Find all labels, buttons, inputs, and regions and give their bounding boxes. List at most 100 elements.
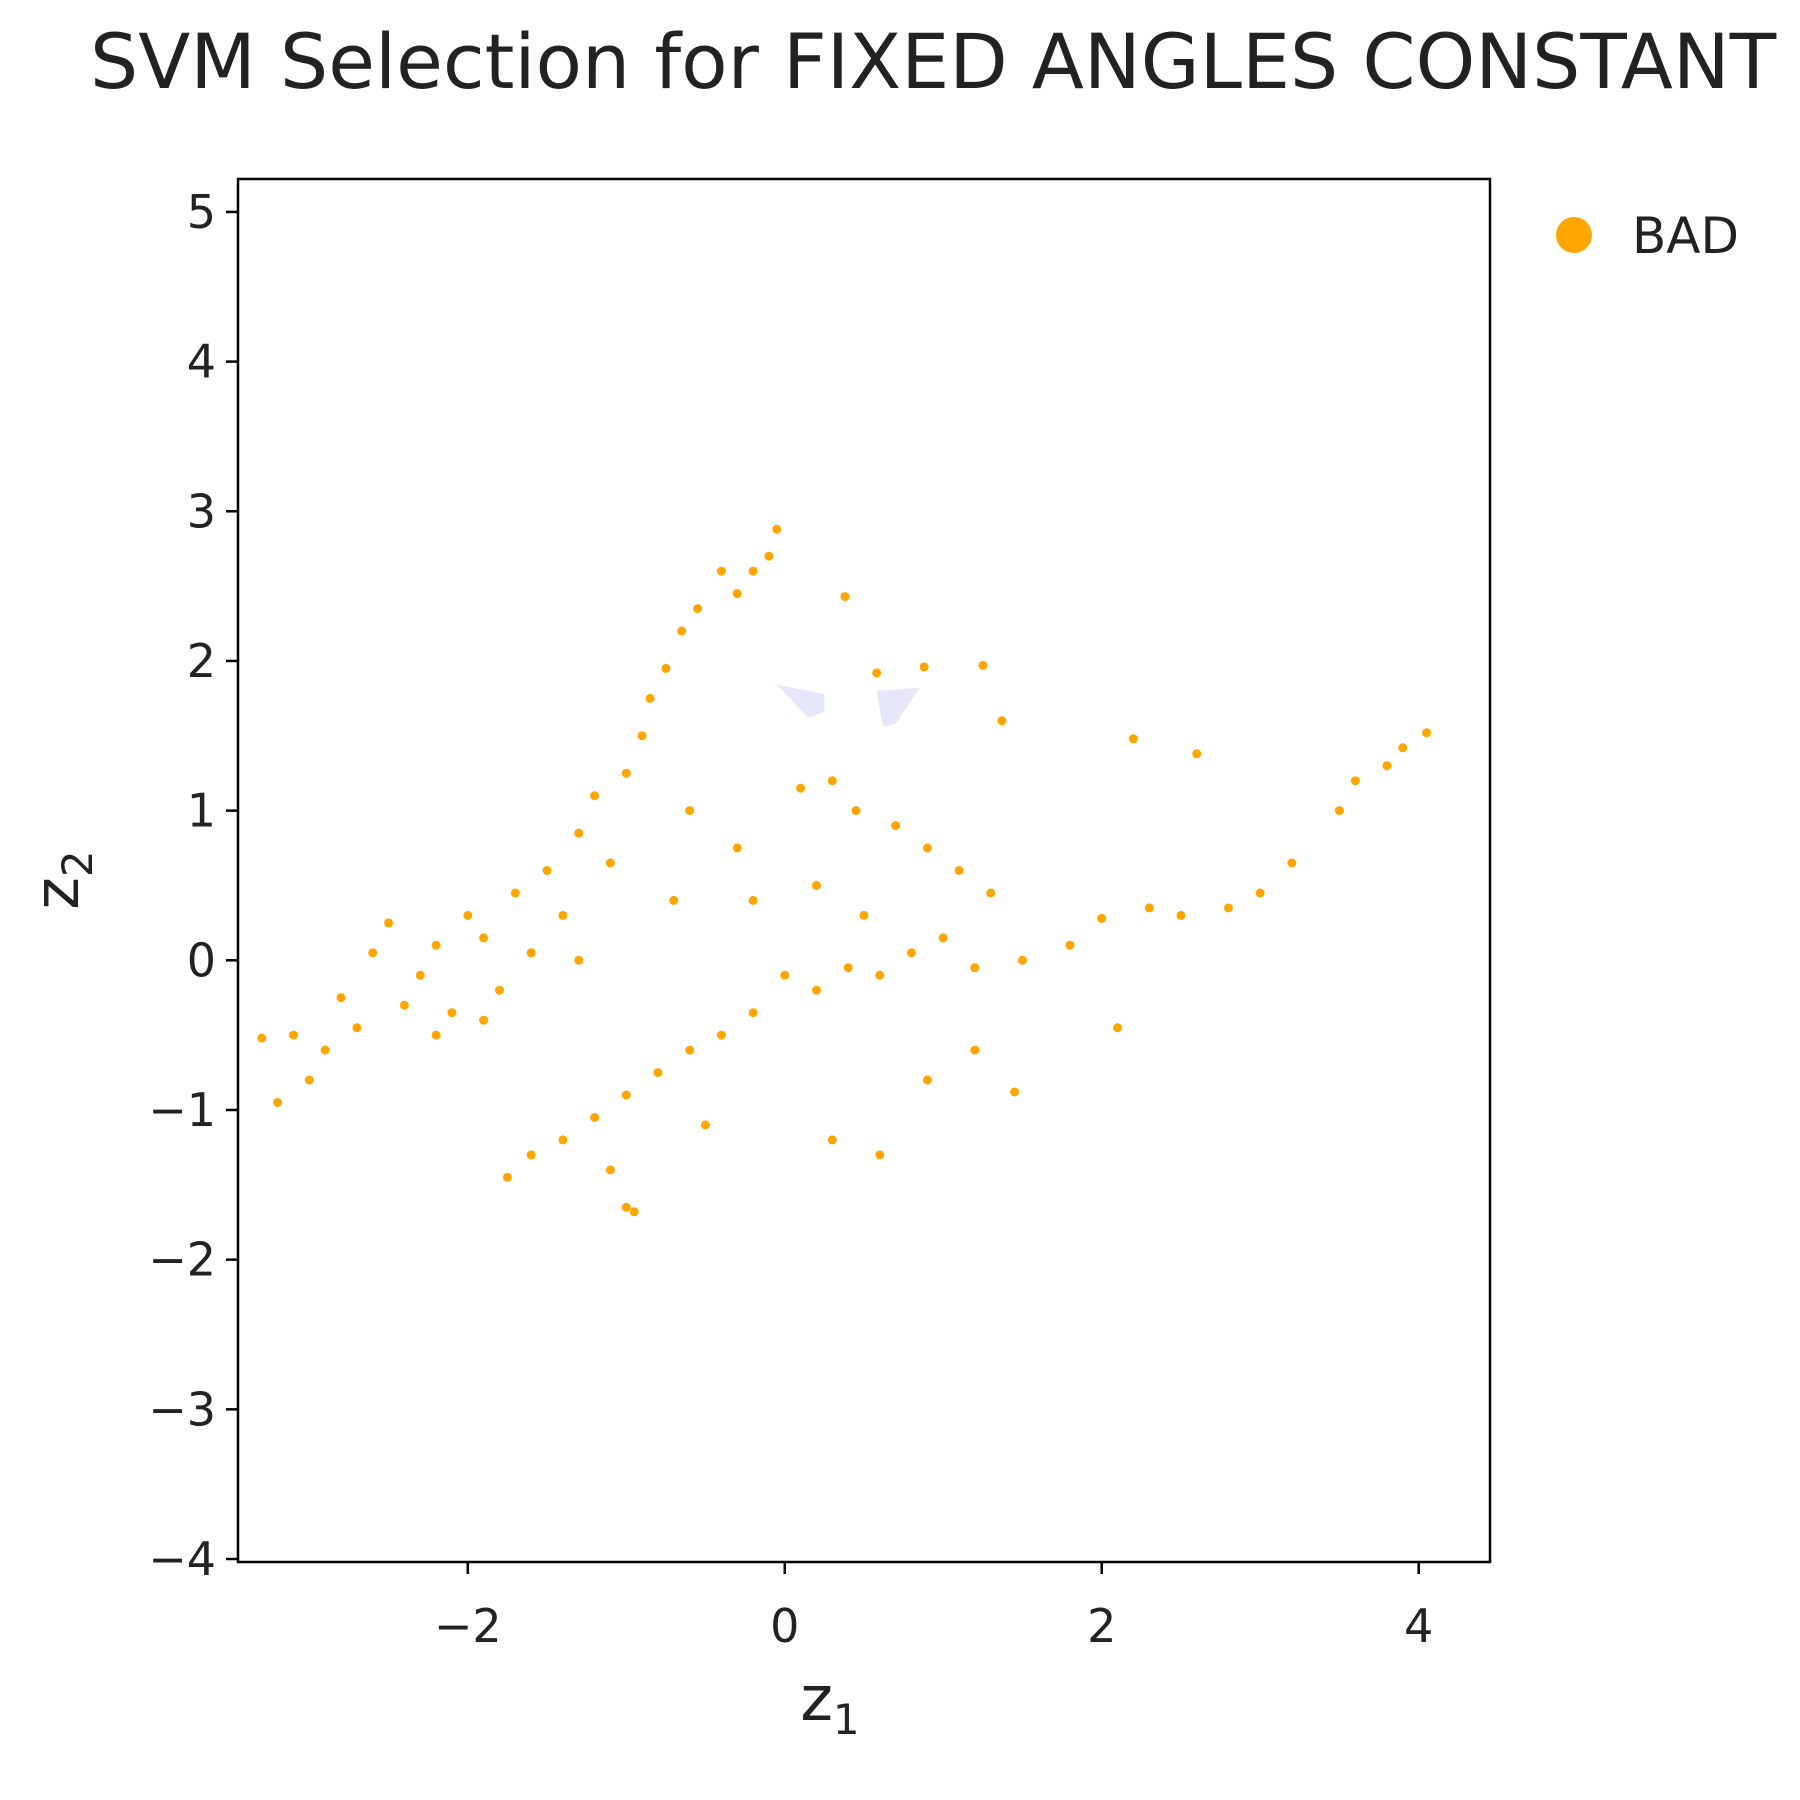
scatter-point-bad — [843, 963, 853, 973]
scatter-point-bad — [257, 1033, 267, 1043]
scatter-point-bad — [1128, 734, 1138, 744]
y-tick-label: 2 — [187, 634, 216, 688]
y-axis: −4 −3 −2 −1 0 1 2 3 4 5 — [148, 185, 238, 1586]
scatter-point-bad — [986, 888, 996, 898]
y-tick-label: −1 — [148, 1083, 216, 1137]
scatter-point-bad — [851, 806, 861, 816]
scatter-point-bad — [827, 1135, 837, 1145]
scatter-point-bad — [629, 1207, 639, 1217]
scatter-point-bad — [1097, 913, 1107, 923]
scatter-point-bad — [685, 806, 695, 816]
scatter-point-bad — [510, 888, 520, 898]
y-tick-label: −4 — [148, 1532, 216, 1586]
scatter-point-bad — [840, 592, 850, 602]
scatter-point-bad — [978, 660, 988, 670]
scatter-point-bad — [997, 716, 1007, 726]
scatter-point-bad — [289, 1030, 298, 1040]
scatter-point-bad — [273, 1098, 283, 1107]
scatter-point-bad — [304, 1075, 314, 1085]
x-tick-label: 0 — [770, 1599, 799, 1653]
scatter-point-bad — [590, 791, 600, 801]
scatter-point-bad — [415, 970, 425, 980]
scatter-point-bad — [621, 1090, 631, 1100]
x-tick-label: 2 — [1087, 1599, 1116, 1653]
scatter-point-bad — [558, 1135, 568, 1145]
scatter-point-bad — [732, 843, 742, 853]
scatter-point-bad — [502, 1172, 512, 1182]
scatter-point-bad — [812, 985, 821, 995]
scatter-point-bad — [368, 948, 378, 958]
scatter-point-bad — [336, 993, 346, 1003]
y-tick-label: −2 — [148, 1233, 216, 1287]
scatter-point-bad — [922, 843, 932, 853]
scatter-point-bad — [558, 910, 568, 920]
scatter-point-bad — [938, 933, 948, 943]
scatter-point-bad — [653, 1068, 663, 1078]
x-axis: −2 0 2 4 — [434, 1562, 1433, 1653]
scatter-point-bad — [605, 858, 615, 868]
scatter-point-bad — [796, 783, 806, 793]
y-axis-title: z2 — [20, 850, 102, 909]
scatter-point-bad — [907, 948, 916, 958]
scatter-point-bad — [919, 662, 929, 672]
scatter-point-bad — [574, 955, 584, 965]
svm-region-0 — [776, 684, 825, 718]
y-tick-label: 0 — [187, 933, 216, 987]
legend[interactable]: BAD — [1556, 207, 1739, 265]
scatter-point-bad — [1018, 955, 1027, 965]
scatter-point-bad — [859, 910, 869, 920]
scatter-point-bad — [693, 604, 703, 614]
scatter-point-bad — [772, 524, 782, 534]
scatter-point-bad — [701, 1120, 710, 1130]
scatter-point-bad — [970, 1045, 980, 1055]
svm-region-layer — [776, 684, 920, 727]
scatter-point-bad — [1010, 1087, 1020, 1097]
scatter-point-bad — [732, 589, 742, 599]
scatter-point-bad — [590, 1113, 600, 1122]
scatter-point-bad — [1176, 910, 1186, 920]
scatter-point-bad — [827, 776, 837, 786]
scatter-point-bad — [812, 881, 821, 890]
scatter-point-bad — [1144, 903, 1154, 913]
plot-area-frame — [236, 177, 1492, 1564]
scatter-point-bad — [1224, 903, 1233, 913]
scatter-point-bad — [661, 663, 671, 673]
scatter-point-bad — [748, 895, 758, 905]
scatter-point-bad — [320, 1045, 330, 1055]
scatter-point-bad — [875, 1150, 885, 1160]
scatter-point-bad — [1382, 761, 1392, 771]
scatter-point-bad — [526, 1150, 536, 1160]
scatter-point-bad — [1113, 1023, 1123, 1033]
scatter-point-bad — [645, 693, 655, 703]
scatter-point-bad — [1287, 858, 1297, 868]
scatter-point-bad — [872, 668, 882, 678]
scatter-point-bad — [621, 1202, 631, 1212]
scatter-point-layer — [257, 524, 1432, 1217]
scatter-point-bad — [669, 895, 679, 905]
svm-region-1 — [876, 687, 920, 727]
x-tick-label: −2 — [434, 1599, 502, 1653]
scatter-point-bad — [637, 731, 647, 741]
scatter-point-bad — [780, 970, 790, 980]
scatter-point-bad — [875, 970, 885, 980]
scatter-point-bad — [922, 1075, 932, 1085]
scatter-point-bad — [1422, 728, 1432, 738]
scatter-point-bad — [716, 566, 726, 576]
scatter-point-bad — [495, 985, 504, 995]
y-tick-label: 3 — [187, 484, 216, 538]
scatter-point-bad — [748, 1008, 758, 1018]
scatter-point-bad — [716, 1030, 726, 1040]
y-tick-label: 1 — [187, 784, 216, 838]
scatter-point-bad — [1334, 806, 1344, 816]
scatter-point-bad — [1192, 749, 1202, 759]
scatter-point-bad — [479, 933, 489, 943]
scatter-point-bad — [463, 910, 473, 920]
scatter-point-bad — [399, 1000, 409, 1010]
scatter-point-bad — [970, 963, 980, 973]
scatter-point-bad — [384, 918, 394, 928]
scatter-point-bad — [677, 626, 687, 636]
scatter-point-bad — [748, 566, 758, 576]
y-tick-label: 4 — [187, 335, 216, 389]
scatter-point-bad — [574, 828, 584, 838]
